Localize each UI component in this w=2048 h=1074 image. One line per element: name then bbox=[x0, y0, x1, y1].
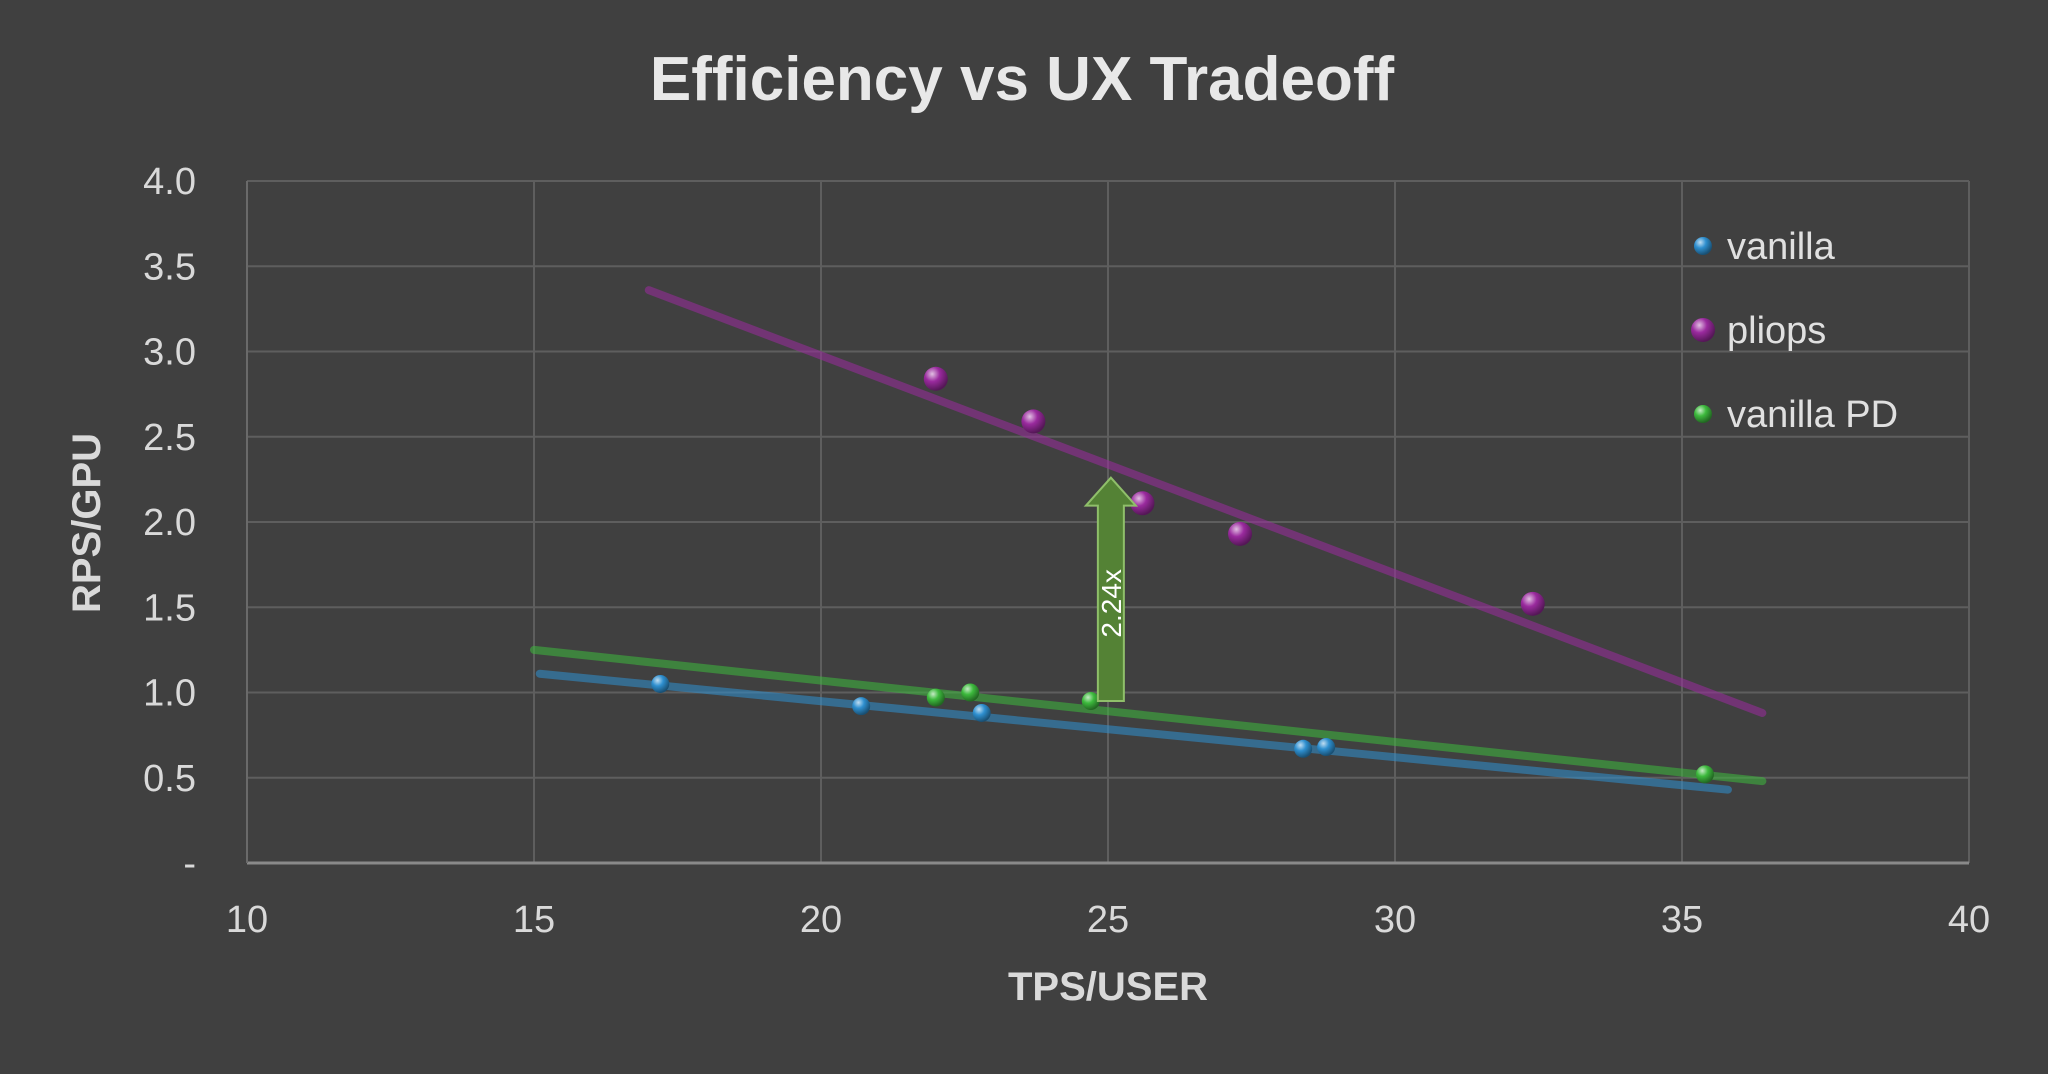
legend: vanilla pliops vanilla PD bbox=[1691, 226, 1898, 436]
y-tick-label: 3.5 bbox=[143, 246, 196, 288]
legend-label-vanilla-PD: vanilla PD bbox=[1727, 394, 1898, 436]
grid-lines bbox=[246, 180, 1970, 864]
ratio-label: 2.24x bbox=[1096, 569, 1127, 638]
data-point-vanilla-PD bbox=[1695, 765, 1714, 784]
trendlines bbox=[530, 286, 1767, 794]
data-point-pliops bbox=[1021, 409, 1046, 434]
y-tick-label: 1.5 bbox=[143, 587, 196, 629]
legend-label-vanilla: vanilla bbox=[1727, 226, 1836, 268]
data-point-pliops bbox=[1520, 591, 1545, 616]
y-tick-label: 2.0 bbox=[143, 502, 196, 544]
y-tick-label: 1.0 bbox=[143, 673, 196, 715]
data-point-vanilla bbox=[1317, 738, 1336, 757]
legend-marker-pliops bbox=[1691, 318, 1715, 342]
data-point-pliops bbox=[923, 366, 948, 391]
x-tick-label: 35 bbox=[1661, 899, 1703, 941]
y-tick-label: - bbox=[183, 843, 196, 885]
y-tick-label: 0.5 bbox=[143, 758, 196, 800]
data-point-vanilla-PD bbox=[1081, 692, 1100, 711]
legend-marker-vanilla-PD bbox=[1694, 405, 1712, 423]
data-point-vanilla bbox=[852, 697, 871, 716]
trendline-vanilla bbox=[535, 669, 1732, 794]
data-point-pliops bbox=[1130, 491, 1155, 516]
x-tick-label: 40 bbox=[1948, 899, 1990, 941]
axes: 10 15 20 25 30 35 40 - 0.5 1.0 1.5 2.0 2.5 3.0 3.5 4.0 bbox=[143, 161, 1990, 941]
x-tick-label: 20 bbox=[800, 899, 842, 941]
data-point-vanilla bbox=[1294, 739, 1313, 758]
trendline-vanilla-PD bbox=[530, 645, 1767, 786]
y-axis-title: RPS/GPU bbox=[65, 433, 109, 613]
legend-label-pliops: pliops bbox=[1727, 310, 1826, 352]
legend-marker-vanilla bbox=[1694, 237, 1712, 255]
x-tick-label: 30 bbox=[1374, 899, 1416, 941]
y-tick-label: 2.5 bbox=[143, 417, 196, 459]
x-tick-label: 15 bbox=[513, 899, 555, 941]
y-tick-label: 4.0 bbox=[143, 161, 196, 203]
x-tick-label: 25 bbox=[1087, 899, 1129, 941]
x-tick-label: 10 bbox=[226, 899, 268, 941]
y-tick-label: 3.0 bbox=[143, 332, 196, 374]
trendline-pliops bbox=[644, 286, 1767, 717]
data-point-pliops bbox=[1228, 521, 1253, 546]
ratio-arrow bbox=[1083, 476, 1139, 703]
data-point-vanilla-PD bbox=[961, 683, 980, 702]
data-points bbox=[651, 366, 1714, 784]
data-point-vanilla bbox=[651, 674, 670, 693]
x-axis-title: TPS/USER bbox=[1008, 965, 1208, 1009]
data-point-vanilla bbox=[972, 703, 991, 722]
annotations: 2.24x bbox=[1083, 476, 1139, 703]
data-point-vanilla-PD bbox=[926, 688, 945, 707]
chart-title: Efficiency vs UX Tradeoff bbox=[650, 45, 1395, 114]
